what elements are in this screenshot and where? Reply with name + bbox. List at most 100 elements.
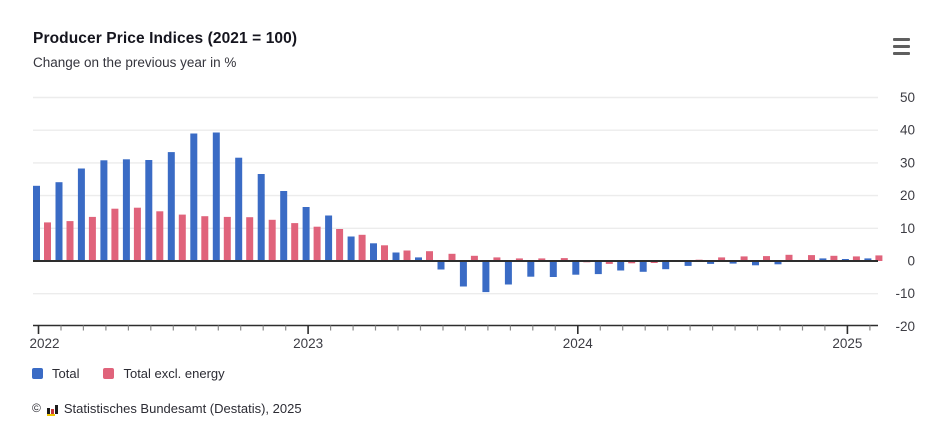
y-axis-label: 10 (900, 221, 915, 236)
bar-total-2022-11 (257, 174, 265, 261)
bar-total-2023-04 (370, 243, 377, 261)
bar-total-2022-01 (33, 185, 40, 261)
bar-excl-energy-2023-10 (515, 258, 523, 261)
bar-total-2024-02 (594, 261, 602, 275)
legend-item-total-excl-energy[interactable]: Total excl. energy (103, 366, 225, 381)
y-axis-label: 20 (900, 188, 915, 203)
bar-total-2022-04 (100, 160, 108, 261)
bar-excl-energy-2022-03 (88, 216, 96, 261)
bar-total-2023-03 (347, 236, 355, 261)
bar-total-2023-01 (302, 207, 310, 261)
y-axis-label: -20 (895, 319, 915, 334)
y-axis-label: 0 (907, 254, 915, 269)
page-title: Producer Price Indices (2021 = 100) (33, 30, 298, 47)
bar-excl-energy-2022-11 (268, 219, 276, 261)
bar-total-2024-01 (572, 261, 580, 275)
bar-total-2024-09 (752, 261, 759, 266)
x-axis-year-label: 2022 (29, 336, 59, 351)
bar-excl-energy-2023-05 (403, 250, 411, 261)
bar-total-2024-12 (819, 258, 827, 261)
bar-excl-energy-2022-12 (291, 223, 299, 261)
bar-total-2023-07 (437, 261, 445, 270)
legend-label-total: Total (52, 366, 80, 381)
bar-total-2025-02 (864, 258, 872, 261)
bar-excl-energy-2023-02 (336, 229, 344, 261)
menu-bar-line (893, 51, 910, 55)
bar-total-2022-07 (167, 152, 175, 261)
y-axis-label: 50 (900, 90, 915, 105)
bar-total-2024-03 (617, 261, 625, 271)
bar-excl-energy-2023-08 (470, 255, 478, 261)
bar-total-2022-02 (55, 182, 63, 261)
bar-excl-energy-2023-01 (313, 226, 321, 261)
bar-total-2024-07 (707, 261, 715, 264)
chart-header: Producer Price Indices (2021 = 100) Chan… (33, 30, 297, 70)
bar-excl-energy-2023-07 (448, 253, 456, 261)
bar-excl-energy-2024-07 (718, 257, 726, 261)
bar-excl-energy-2022-05 (133, 207, 141, 261)
chart-subtitle: Change on the previous year in % (33, 55, 237, 70)
bar-excl-energy-2023-11 (538, 258, 546, 261)
bar-excl-energy-2023-09 (493, 257, 501, 261)
bar-total-2024-06 (684, 261, 692, 266)
bar-excl-energy-2025-01 (852, 256, 860, 261)
y-axis-label: -10 (895, 286, 915, 301)
bar-excl-energy-2024-02 (605, 261, 613, 264)
legend-label-total-excl-energy: Total excl. energy (123, 366, 225, 381)
legend-item-total[interactable]: Total (32, 366, 79, 381)
bar-total-2023-11 (527, 261, 535, 277)
bar-excl-energy-2024-03 (628, 261, 636, 264)
bar-total-2023-10 (504, 261, 512, 285)
bar-excl-energy-2022-07 (178, 214, 186, 261)
x-axis-year-label: 2023 (293, 336, 323, 351)
bar-excl-energy-2024-10 (785, 254, 793, 261)
bar-excl-energy-2024-12 (830, 255, 838, 261)
bar-total-2023-09 (482, 261, 490, 293)
bar-total-2024-04 (639, 261, 647, 272)
chart-menu-button[interactable] (889, 34, 914, 59)
copyright-symbol: © (32, 401, 41, 415)
bar-total-2022-12 (280, 191, 288, 261)
bar-excl-energy-2024-08 (740, 256, 748, 261)
x-axis-year-label: 2024 (563, 336, 594, 351)
bar-total-2023-06 (415, 257, 422, 261)
bar-excl-energy-2022-02 (66, 221, 74, 261)
chart-legend: Total Total excl. energy (32, 366, 225, 381)
y-axis-label: 30 (900, 155, 915, 170)
bar-total-2022-03 (77, 168, 85, 261)
bar-total-2023-08 (459, 261, 467, 287)
bar-total-2024-05 (662, 261, 670, 270)
legend-swatch-excl-energy-icon (103, 368, 115, 379)
bar-total-2024-10 (774, 261, 782, 265)
bar-total-2023-12 (549, 261, 557, 277)
bar-excl-energy-2023-12 (560, 258, 568, 261)
bar-excl-energy-2022-10 (246, 217, 254, 261)
bar-total-2022-10 (235, 157, 243, 261)
bar-excl-energy-2022-08 (201, 216, 209, 261)
bar-excl-energy-2023-03 (358, 234, 366, 261)
bar-total-2023-05 (392, 252, 400, 261)
bar-excl-energy-2023-04 (381, 245, 388, 261)
hamburger-menu-icon (893, 38, 910, 55)
destatis-logo-icon (46, 402, 59, 416)
bar-excl-energy-2023-06 (426, 251, 433, 261)
bar-total-2022-08 (190, 133, 198, 261)
y-axis-label: 40 (900, 123, 915, 138)
source-line: © Statistisches Bundesamt (Destatis), 20… (32, 401, 302, 416)
bar-excl-energy-2025-02 (875, 255, 883, 261)
bar-total-2022-09 (212, 132, 220, 261)
bar-excl-energy-2022-04 (111, 208, 119, 261)
bar-excl-energy-2024-09 (763, 256, 770, 261)
bar-total-2024-08 (729, 261, 737, 264)
bar-excl-energy-2022-09 (223, 216, 231, 261)
menu-bar-line (893, 44, 910, 49)
bar-total-2023-02 (325, 215, 333, 261)
bar-total-2022-05 (122, 159, 130, 261)
bar-excl-energy-2022-06 (156, 211, 164, 261)
menu-bar-line (893, 38, 910, 42)
bar-excl-energy-2024-11 (808, 255, 815, 261)
bar-excl-energy-2022-01 (44, 222, 51, 261)
legend-swatch-total-icon (32, 368, 43, 379)
